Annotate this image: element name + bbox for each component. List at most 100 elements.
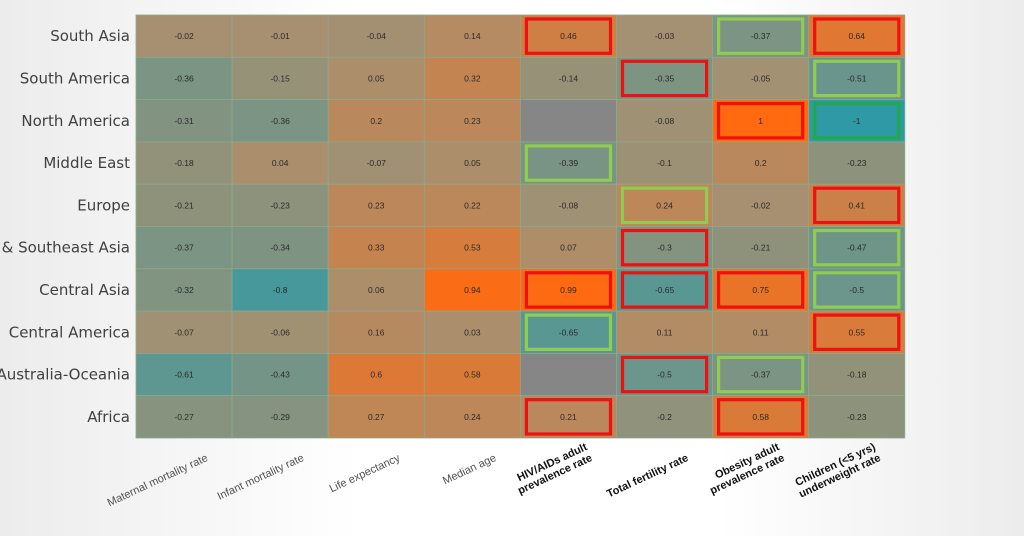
cell-value: -0.23: [847, 412, 867, 422]
column-label: Maternal mortality rate: [106, 452, 210, 509]
heatmap-cell: [231, 14, 329, 58]
heatmap-cell: [616, 99, 713, 143]
cell-value: 0.2: [370, 116, 382, 126]
cell-value: -0.14: [559, 73, 579, 83]
cell-value: 0.99: [560, 285, 577, 295]
cell-value: 0.23: [368, 200, 385, 210]
cell-value: 0.53: [464, 243, 481, 253]
cell-value: -0.8: [273, 285, 288, 295]
row-label: Australia-Oceania: [0, 366, 130, 384]
heatmap-cell: [808, 141, 906, 185]
heatmap-cell: [616, 183, 713, 227]
cell-value: 0.22: [464, 200, 481, 210]
heatmap-cell: [135, 226, 233, 270]
heatmap-cell: [712, 268, 810, 312]
heatmap-cell: [231, 395, 329, 439]
cell-value: -0.5: [657, 370, 672, 380]
heatmap-cell: [616, 14, 713, 58]
highlight-boxes: [524, 17, 901, 436]
heatmap-cell: [327, 352, 425, 397]
cell-value: -0.29: [270, 412, 290, 422]
cell-value: -0.65: [655, 285, 675, 295]
heatmap-cell: [520, 183, 617, 227]
highlight-box-red: [813, 17, 901, 55]
heatmap-cell: [712, 352, 810, 397]
cell-value: -0.15: [270, 73, 290, 83]
heatmap-cell: [808, 183, 906, 227]
cell-value: -0.04: [367, 31, 387, 41]
heatmap-cell: [520, 352, 617, 397]
heatmap-cell: [616, 141, 713, 185]
heatmap-cell: [712, 395, 810, 439]
column-labels: Maternal mortality rate Infant mortality …: [106, 441, 883, 509]
heatmap-cell: [520, 395, 617, 439]
heatmap-cell: [231, 268, 329, 312]
cell-value: -0.36: [174, 73, 194, 83]
cell-value: 0.06: [368, 285, 385, 295]
column-label: Life expectancy: [328, 452, 403, 495]
cell-value: 0.64: [848, 31, 865, 41]
column-label-line: Life expectancy: [328, 452, 403, 495]
cell-value: -0.18: [174, 158, 194, 168]
heatmap-cell: [327, 395, 425, 439]
cell-value: -0.21: [174, 200, 194, 210]
row-label: Central America: [9, 323, 130, 341]
highlight-box-light-green: [524, 313, 613, 352]
heatmap-cell: [327, 99, 425, 143]
cell-value: 0.14: [464, 31, 481, 41]
heatmap-cell: [808, 268, 906, 312]
heatmap-cell: [616, 56, 713, 100]
row-labels: South Asia South America North America Midd…: [0, 27, 130, 426]
heatmap-cell: [135, 14, 233, 58]
column-label: Median age: [441, 452, 498, 487]
cell-value: 0.46: [560, 31, 577, 41]
heatmap-cell: [808, 56, 906, 100]
highlight-box-light-green: [813, 228, 901, 267]
cell-value: -0.51: [847, 73, 867, 83]
heatmap-cell: [135, 268, 233, 312]
cell-value: 0.24: [656, 200, 673, 210]
highlight-box-green: [813, 101, 901, 140]
heatmap-cell: [423, 99, 521, 143]
column-label-line: Maternal mortality rate: [106, 452, 210, 509]
heatmap-cell: [808, 352, 906, 397]
cell-value: 0.21: [560, 412, 577, 422]
column-label: Infant mortality rate: [216, 452, 306, 503]
cell-value: -0.65: [559, 327, 579, 337]
cell-value: -0.03: [655, 31, 675, 41]
cell-value: -0.08: [655, 116, 675, 126]
heatmap-cell: [712, 226, 810, 270]
cell-value: 0.05: [368, 73, 385, 83]
cell-value: 0.11: [753, 327, 769, 337]
highlight-box-red: [813, 186, 901, 225]
heatmap-cell: [423, 268, 521, 312]
cell-value: 0.55: [848, 327, 865, 337]
heatmap-cell: [808, 226, 906, 270]
cell-value: -0.02: [174, 31, 194, 41]
cell-value: -0.5: [849, 285, 864, 295]
heatmap-cell: [231, 141, 329, 185]
highlight-box-red: [716, 271, 805, 309]
highlight-box-red: [716, 101, 805, 140]
highlight-box-light-green: [524, 144, 613, 182]
heatmap-cell: [520, 56, 617, 100]
cell-value: 0.03: [464, 327, 481, 337]
cell-value: -0.23: [270, 200, 290, 210]
heatmap-cell: [616, 268, 713, 312]
heatmap-cell: [616, 226, 713, 270]
cell-value: -0.37: [174, 243, 194, 253]
highlight-box-red: [620, 228, 709, 267]
cell-value: -0.18: [847, 370, 867, 380]
cell-value: -0.05: [751, 73, 771, 83]
cell-value: -0.01: [270, 31, 290, 41]
heatmap-cell: [327, 268, 425, 312]
row-label: Europe: [77, 196, 130, 214]
cell-value: 0.32: [464, 73, 481, 83]
cell-value: 0.27: [368, 412, 385, 422]
highlight-box-light-green: [716, 355, 805, 394]
cell-value: -0.32: [174, 285, 194, 295]
heatmap-cell: [423, 395, 521, 439]
column-label: Children (<5 yrs)underweight rate: [793, 441, 882, 500]
